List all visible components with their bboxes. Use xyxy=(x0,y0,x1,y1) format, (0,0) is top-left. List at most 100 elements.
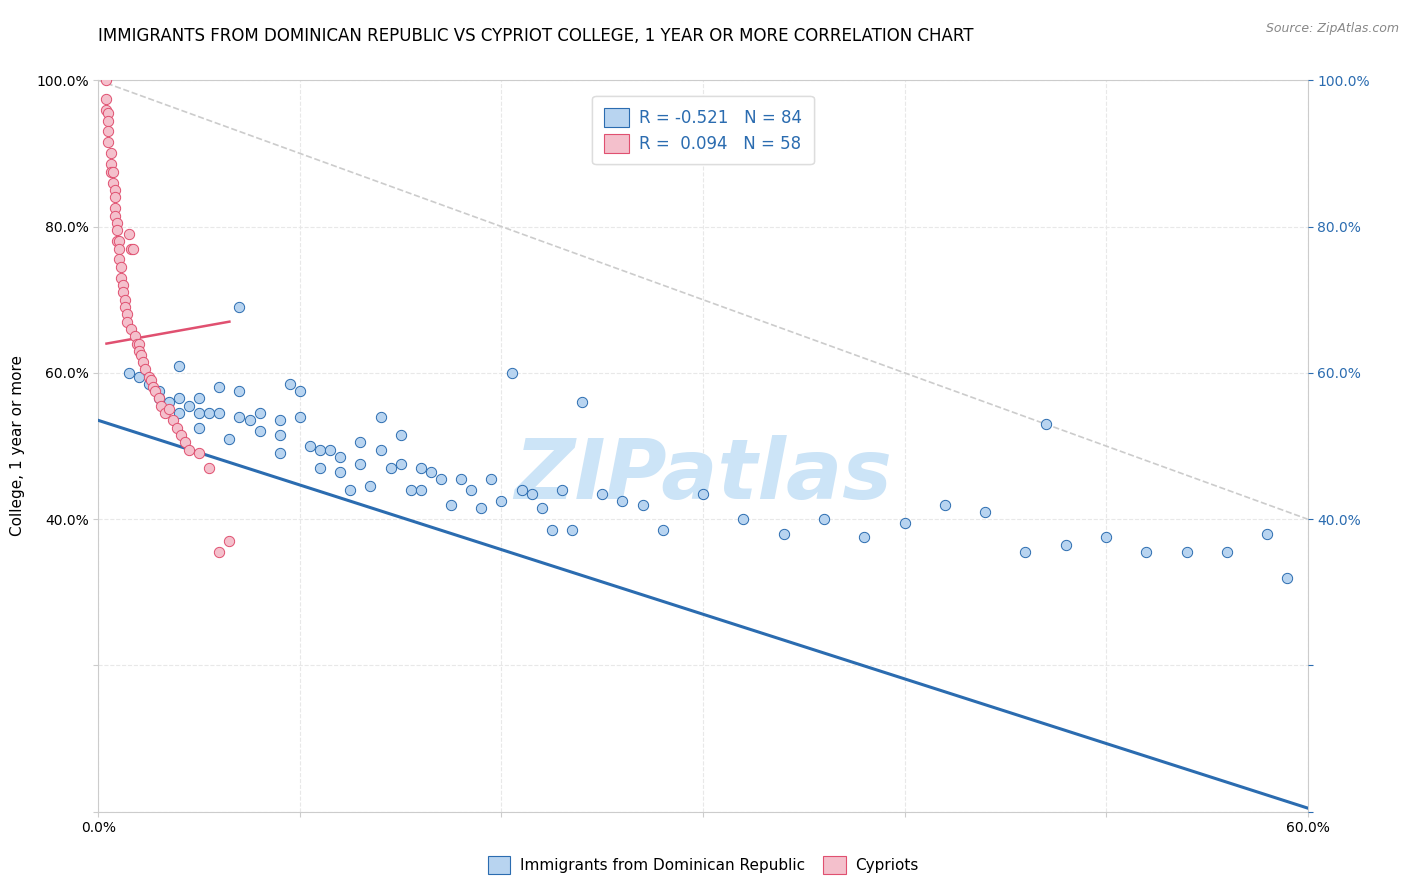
Point xyxy=(118,227,141,241)
Point xyxy=(278,376,301,391)
Point xyxy=(853,530,876,544)
Point xyxy=(97,113,120,128)
Point xyxy=(470,501,492,516)
Point xyxy=(409,483,432,497)
Point xyxy=(103,202,125,216)
Point xyxy=(288,409,311,424)
Point xyxy=(105,223,128,237)
Point xyxy=(153,406,176,420)
Point xyxy=(138,376,160,391)
Point xyxy=(129,348,152,362)
Point xyxy=(148,392,170,406)
Point xyxy=(138,369,160,384)
Point xyxy=(440,498,463,512)
Point xyxy=(101,164,124,178)
Point xyxy=(188,446,211,460)
Point xyxy=(399,483,422,497)
Point xyxy=(249,425,271,439)
Point xyxy=(107,242,129,256)
Point xyxy=(125,336,148,351)
Point xyxy=(591,486,613,500)
Point xyxy=(218,534,240,549)
Point xyxy=(309,442,332,457)
Point xyxy=(128,343,150,358)
Point xyxy=(105,216,128,230)
Point xyxy=(1035,417,1057,431)
Point xyxy=(1216,545,1239,559)
Point xyxy=(167,359,190,373)
Point xyxy=(110,260,132,274)
Point xyxy=(631,498,654,512)
Point xyxy=(111,278,134,293)
Point xyxy=(157,402,180,417)
Point xyxy=(370,409,392,424)
Point xyxy=(481,472,503,486)
Point xyxy=(96,92,118,106)
Point xyxy=(96,103,118,117)
Point xyxy=(450,472,472,486)
Point xyxy=(149,399,172,413)
Point xyxy=(1135,545,1157,559)
Point xyxy=(370,442,392,457)
Point xyxy=(97,124,120,138)
Point xyxy=(409,461,432,475)
Point xyxy=(430,472,453,486)
Point xyxy=(208,406,231,420)
Point xyxy=(380,461,402,475)
Point xyxy=(188,421,211,435)
Point xyxy=(120,242,142,256)
Point xyxy=(228,384,250,399)
Point xyxy=(1014,545,1036,559)
Point xyxy=(143,384,166,399)
Point xyxy=(1277,571,1299,585)
Point xyxy=(530,501,553,516)
Point xyxy=(269,446,291,460)
Point xyxy=(239,413,262,427)
Point xyxy=(139,373,162,387)
Point xyxy=(100,157,122,171)
Point xyxy=(114,293,136,307)
Point xyxy=(571,395,593,409)
Point xyxy=(1095,530,1118,544)
Point xyxy=(118,366,141,380)
Point xyxy=(339,483,361,497)
Point xyxy=(772,526,794,541)
Point xyxy=(162,413,184,427)
Point xyxy=(103,209,125,223)
Point xyxy=(97,106,120,120)
Point xyxy=(111,285,134,300)
Text: ZIPatlas: ZIPatlas xyxy=(515,434,891,516)
Point xyxy=(228,300,250,314)
Point xyxy=(179,399,201,413)
Point xyxy=(319,442,342,457)
Point xyxy=(460,483,482,497)
Point xyxy=(188,406,211,420)
Point xyxy=(105,234,128,248)
Point xyxy=(170,428,193,442)
Point xyxy=(934,498,956,512)
Point xyxy=(491,494,513,508)
Point xyxy=(520,486,543,500)
Point xyxy=(299,439,322,453)
Point xyxy=(157,395,180,409)
Point xyxy=(148,392,170,406)
Point xyxy=(389,428,412,442)
Point xyxy=(97,136,120,150)
Point xyxy=(208,545,231,559)
Point xyxy=(107,252,129,267)
Point xyxy=(309,461,332,475)
Point xyxy=(510,483,533,497)
Point xyxy=(100,146,122,161)
Point xyxy=(349,458,371,472)
Point xyxy=(813,512,835,526)
Point xyxy=(198,406,221,420)
Point xyxy=(974,505,997,519)
Legend: R = -0.521   N = 84, R =  0.094   N = 58: R = -0.521 N = 84, R = 0.094 N = 58 xyxy=(592,96,814,164)
Point xyxy=(612,494,634,508)
Point xyxy=(228,409,250,424)
Point xyxy=(107,234,129,248)
Point xyxy=(329,465,352,479)
Point xyxy=(551,483,574,497)
Point xyxy=(188,392,211,406)
Point xyxy=(1175,545,1198,559)
